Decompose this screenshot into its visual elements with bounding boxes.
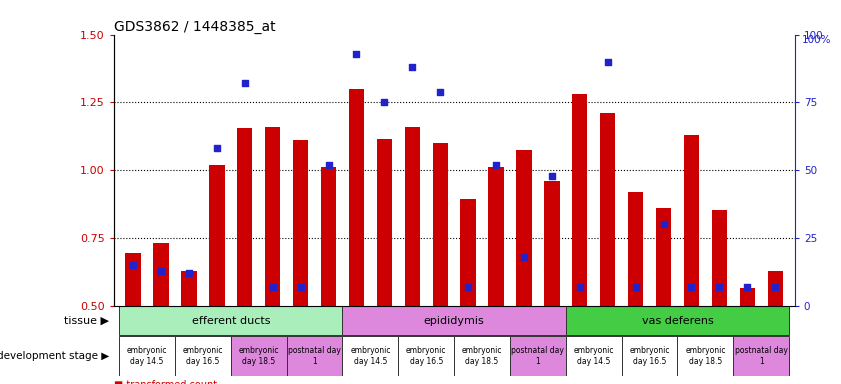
Bar [572, 94, 588, 306]
Point [238, 80, 251, 86]
Point [294, 284, 307, 290]
Text: embryonic
day 14.5: embryonic day 14.5 [574, 346, 614, 366]
Bar [621, 336, 678, 376]
Bar [516, 150, 532, 306]
Point [126, 262, 140, 268]
Bar [432, 143, 448, 306]
Bar [125, 253, 140, 306]
Bar [175, 336, 230, 376]
Text: vas deferens: vas deferens [642, 316, 713, 326]
Text: postnatal day
1: postnatal day 1 [288, 346, 341, 366]
Text: tissue ▶: tissue ▶ [64, 316, 109, 326]
Point [433, 88, 447, 94]
Point [545, 172, 558, 179]
Bar [544, 181, 559, 306]
Point [350, 50, 363, 56]
Bar [733, 336, 789, 376]
Bar [460, 199, 476, 306]
Point [601, 59, 615, 65]
Bar [342, 336, 399, 376]
Bar [711, 210, 727, 306]
Bar [320, 167, 336, 306]
Bar [182, 271, 197, 306]
Bar [768, 271, 783, 306]
Text: efferent ducts: efferent ducts [192, 316, 270, 326]
Point [489, 162, 503, 168]
Point [741, 284, 754, 290]
Text: epididymis: epididymis [424, 316, 484, 326]
Point [405, 64, 419, 70]
Point [266, 284, 279, 290]
Text: ■ transformed count: ■ transformed count [114, 380, 217, 384]
Point [322, 162, 336, 168]
Text: embryonic
day 16.5: embryonic day 16.5 [406, 346, 447, 366]
Bar [349, 89, 364, 306]
Text: postnatal day
1: postnatal day 1 [511, 346, 564, 366]
Bar [739, 288, 755, 306]
Point [769, 284, 782, 290]
Point [573, 284, 586, 290]
Text: embryonic
day 18.5: embryonic day 18.5 [462, 346, 502, 366]
Point [378, 99, 391, 106]
Point [517, 254, 531, 260]
Text: embryonic
day 14.5: embryonic day 14.5 [127, 346, 167, 366]
Bar [405, 127, 420, 306]
Text: embryonic
day 18.5: embryonic day 18.5 [685, 346, 726, 366]
Text: GDS3862 / 1448385_at: GDS3862 / 1448385_at [114, 20, 275, 33]
Text: 100%: 100% [801, 35, 831, 45]
Bar [399, 336, 454, 376]
Bar [237, 128, 252, 306]
Bar [489, 167, 504, 306]
Text: development stage ▶: development stage ▶ [0, 351, 109, 361]
Bar [209, 165, 225, 306]
Bar [684, 135, 699, 306]
Bar [287, 336, 342, 376]
Bar [119, 306, 342, 335]
Bar [678, 336, 733, 376]
Point [154, 268, 167, 274]
Bar [566, 336, 621, 376]
Bar [377, 139, 392, 306]
Point [657, 221, 670, 227]
Point [629, 284, 643, 290]
Bar [265, 127, 280, 306]
Bar [342, 306, 566, 335]
Point [182, 270, 196, 276]
Point [712, 284, 726, 290]
Bar [153, 243, 169, 306]
Bar [566, 306, 789, 335]
Point [462, 284, 475, 290]
Text: embryonic
day 16.5: embryonic day 16.5 [182, 346, 223, 366]
Text: embryonic
day 16.5: embryonic day 16.5 [629, 346, 669, 366]
Bar [119, 336, 175, 376]
Bar [600, 113, 616, 306]
Point [685, 284, 698, 290]
Text: embryonic
day 14.5: embryonic day 14.5 [350, 346, 390, 366]
Bar [454, 336, 510, 376]
Text: embryonic
day 18.5: embryonic day 18.5 [239, 346, 279, 366]
Point [210, 146, 224, 152]
Bar [656, 208, 671, 306]
Text: postnatal day
1: postnatal day 1 [735, 346, 788, 366]
Bar [293, 140, 309, 306]
Bar [510, 336, 566, 376]
Bar [628, 192, 643, 306]
Bar [230, 336, 287, 376]
